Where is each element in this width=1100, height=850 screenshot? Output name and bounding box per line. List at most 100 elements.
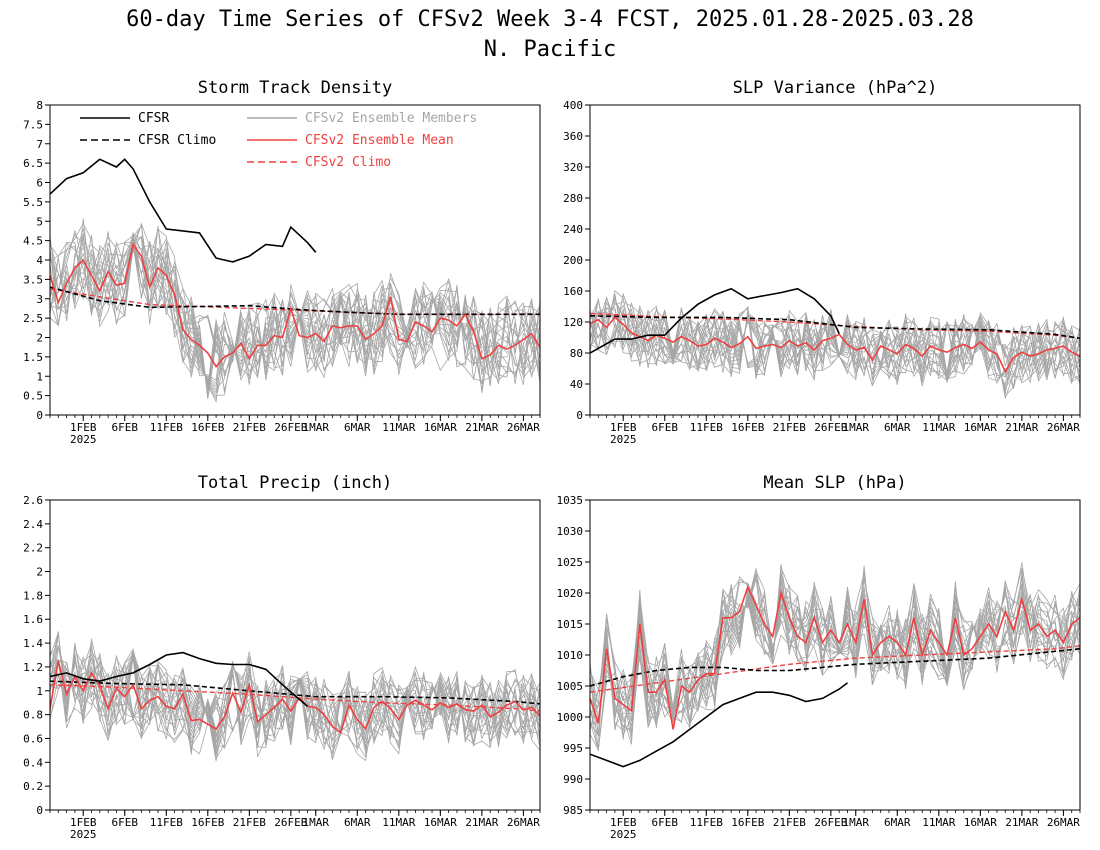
x-tick-label: 26MAR <box>1047 421 1080 434</box>
x-tick-label: 16FEB <box>191 421 224 434</box>
chart-panel-4: Mean SLP (hPa) 985 990 995 1000 1005 1010 1015 1… <box>557 473 1081 841</box>
y-tick-label: 4 <box>36 254 43 267</box>
ensemble-member-line <box>50 646 540 759</box>
panel-title: Total Precip (inch) <box>198 473 392 493</box>
x-tick-label: 6MAR <box>344 421 371 434</box>
x-tick-label: 16MAR <box>964 421 997 434</box>
y-tick-label: 1030 <box>557 525 584 538</box>
plot-frame <box>49 499 541 811</box>
x-tick-label: 1FEB <box>70 421 97 434</box>
plot-area <box>50 631 540 762</box>
x-tick-label: 16FEB <box>731 816 764 829</box>
y-tick-label: 6.5 <box>23 157 43 170</box>
y-tick-label: 1005 <box>557 680 584 693</box>
x-tick-label: 11FEB <box>150 816 183 829</box>
y-tick-label: 1.2 <box>23 661 43 674</box>
x-tick-label: 6FEB <box>111 421 138 434</box>
series-cfsr <box>590 682 848 768</box>
y-tick-label: 1.5 <box>23 351 43 364</box>
x-tick-label: 1MAR <box>843 421 870 434</box>
ensemble-member-line <box>590 297 1080 383</box>
x-tick-label: 6MAR <box>344 816 371 829</box>
x-tick-label: 21MAR <box>1005 816 1038 829</box>
ensemble-member-line <box>50 633 540 755</box>
y-tick-label: 80 <box>570 347 583 360</box>
x-tick-label: 6MAR <box>884 421 911 434</box>
y-tick-label: 990 <box>563 773 583 786</box>
y-tick-label: 0.6 <box>23 732 43 745</box>
x-tick-label: 16FEB <box>731 421 764 434</box>
ensemble-member-line <box>590 579 1080 715</box>
x-tick-label: 6MAR <box>884 816 911 829</box>
x-tick-label: 26MAR <box>507 421 540 434</box>
x-tick-label: 26MAR <box>1047 816 1080 829</box>
x-year-label: 2025 <box>610 433 637 446</box>
y-tick-label: 240 <box>563 223 583 236</box>
y-tick-label: 3 <box>36 293 43 306</box>
y-tick-label: 1020 <box>557 587 584 600</box>
ensemble-member-line <box>590 298 1080 399</box>
x-tick-label: 26FEB <box>274 816 307 829</box>
series-cfsr-climo <box>50 680 540 705</box>
x-tick-label: 1FEB <box>610 816 637 829</box>
ensemble-member-line <box>50 231 540 382</box>
y-tick-label: 160 <box>563 285 583 298</box>
x-tick-label: 11FEB <box>690 421 723 434</box>
y-tick-label: 1.8 <box>23 589 43 602</box>
y-tick-label: 2.6 <box>23 494 43 507</box>
y-tick-label: 1.4 <box>23 637 43 650</box>
y-tick-label: 4.5 <box>23 235 43 248</box>
y-tick-label: 995 <box>563 742 583 755</box>
x-tick-label: 21MAR <box>1005 421 1038 434</box>
y-tick-label: 5.5 <box>23 196 43 209</box>
y-tick-label: 2.2 <box>23 542 43 555</box>
x-tick-label: 21FEB <box>773 421 806 434</box>
x-tick-label: 11FEB <box>690 816 723 829</box>
series-cfsr-climo <box>590 315 1080 340</box>
x-tick-label: 1MAR <box>303 421 330 434</box>
y-tick-label: 0 <box>36 804 43 817</box>
y-tick-label: 2.4 <box>23 518 43 531</box>
ensemble-members <box>590 290 1080 399</box>
legend: CFSR CFSR Climo CFSv2 Ensemble Members CFSv… <box>80 111 477 170</box>
x-year-label: 2025 <box>70 433 97 446</box>
y-tick-label: 2 <box>36 566 43 579</box>
ensemble-member-line <box>590 581 1080 733</box>
ensemble-member-line <box>50 648 540 751</box>
y-tick-label: 400 <box>563 99 583 112</box>
ensemble-member-line <box>590 582 1080 741</box>
legend-label: CFSv2 Ensemble Members <box>305 111 477 126</box>
series-cfsv2-ensemble-mean <box>50 242 540 368</box>
y-tick-label: 1025 <box>557 556 584 569</box>
y-tick-label: 1000 <box>557 711 584 724</box>
y-tick-label: 1.6 <box>23 613 43 626</box>
ensemble-member-line <box>590 568 1080 745</box>
y-tick-label: 200 <box>563 254 583 267</box>
x-tick-label: 1MAR <box>843 816 870 829</box>
series-cfsr <box>590 287 840 354</box>
x-tick-label: 1FEB <box>610 421 637 434</box>
x-tick-label: 16MAR <box>424 816 457 829</box>
ensemble-member-line <box>590 299 1080 390</box>
series-cfsv2-climo <box>50 684 540 712</box>
x-tick-label: 16MAR <box>964 816 997 829</box>
ensemble-members <box>590 562 1080 751</box>
y-tick-label: 0 <box>576 409 583 422</box>
series-cfsr <box>50 651 309 707</box>
ensemble-members <box>50 631 540 762</box>
legend-label: CFSv2 Climo <box>305 155 391 170</box>
x-tick-label: 11MAR <box>382 816 415 829</box>
ensemble-member-line <box>590 295 1080 384</box>
y-axis: 985 990 995 1000 1005 1010 1015 1020 1025 1030 103… <box>557 494 590 817</box>
figure-title: 60-day Time Series of CFSv2 Week 3-4 FCS… <box>126 7 974 32</box>
y-tick-label: 0.8 <box>23 709 43 722</box>
legend-label: CFSR <box>138 111 169 126</box>
ensemble-member-line <box>50 660 540 746</box>
ensemble-member-line <box>50 234 540 388</box>
series-cfsv2-ensemble-mean <box>590 584 1080 730</box>
x-tick-label: 16FEB <box>191 816 224 829</box>
chart-panel-3: Total Precip (inch) 0 0.2 0.4 0.6 0.8 1 1.2 1.4 1… <box>23 473 541 841</box>
